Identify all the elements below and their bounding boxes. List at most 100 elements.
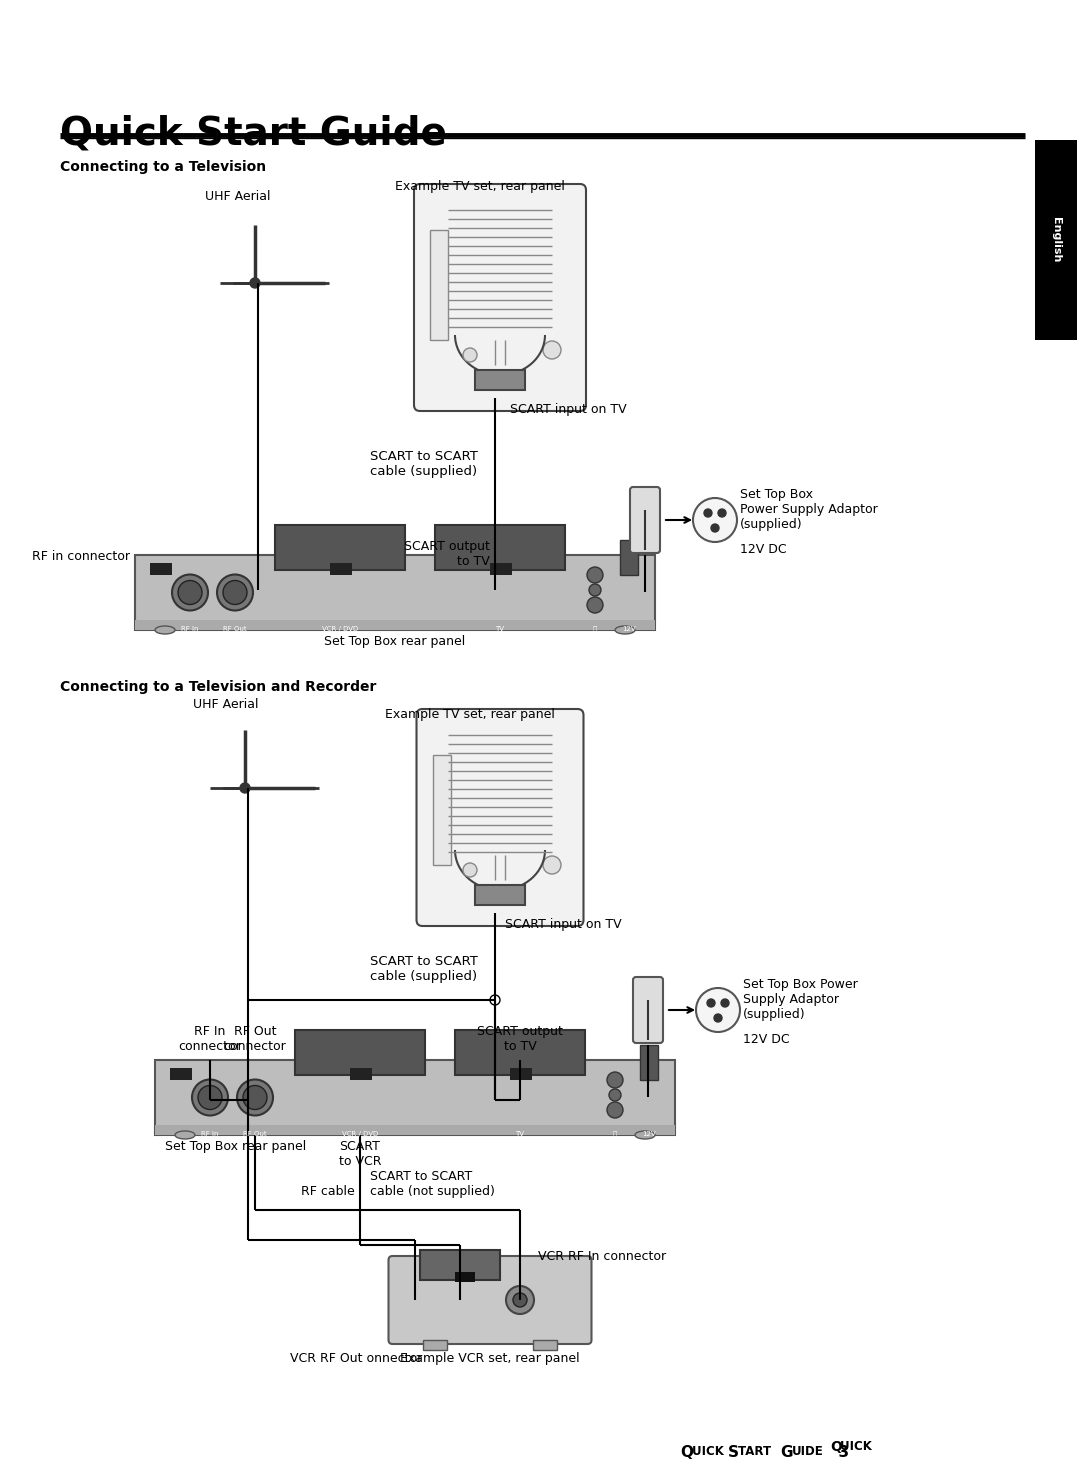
Bar	[435, 524, 565, 570]
Text: RF In: RF In	[201, 1131, 219, 1137]
Text: UIDE: UIDE	[792, 1445, 824, 1458]
Circle shape	[490, 995, 500, 1004]
Bar	[135, 555, 654, 631]
Text: Quick Start Guide: Quick Start Guide	[60, 115, 447, 154]
Circle shape	[222, 580, 247, 604]
Text: S: S	[728, 1445, 739, 1459]
Text: ⓓ: ⓓ	[612, 1130, 617, 1137]
Ellipse shape	[156, 626, 175, 634]
Circle shape	[217, 575, 253, 610]
Circle shape	[707, 998, 715, 1007]
Circle shape	[178, 580, 202, 604]
Ellipse shape	[615, 626, 635, 634]
Circle shape	[693, 498, 737, 542]
Text: SCART output
to TV: SCART output to TV	[477, 1025, 563, 1053]
Text: ⓓ: ⓓ	[593, 625, 597, 632]
Circle shape	[513, 1292, 527, 1307]
Bar	[490, 563, 512, 575]
Text: TV: TV	[515, 1131, 525, 1137]
Circle shape	[172, 575, 208, 610]
Bar	[475, 371, 525, 390]
Circle shape	[240, 783, 249, 793]
Text: RF Out: RF Out	[243, 1131, 267, 1137]
Bar	[156, 1060, 675, 1134]
Bar	[350, 1068, 372, 1080]
Text: UICK: UICK	[840, 1440, 876, 1453]
Text: SCART input on TV: SCART input on TV	[505, 919, 622, 931]
Circle shape	[589, 583, 600, 597]
Text: VCR RF Out onnector: VCR RF Out onnector	[291, 1351, 422, 1365]
Bar	[295, 1029, 426, 1075]
Circle shape	[607, 1102, 623, 1118]
Ellipse shape	[635, 1131, 654, 1139]
Text: 12V DC: 12V DC	[740, 544, 786, 555]
Bar	[170, 1068, 192, 1080]
Circle shape	[463, 349, 477, 362]
Text: RF Out: RF Out	[224, 626, 247, 632]
Circle shape	[609, 1089, 621, 1100]
Circle shape	[588, 567, 603, 583]
Text: 12V: 12V	[643, 1131, 656, 1137]
Text: VCR RF In connector: VCR RF In connector	[538, 1250, 666, 1263]
Text: 12V DC: 12V DC	[743, 1032, 789, 1046]
Text: Set Top Box Power
Supply Adaptor
(supplied): Set Top Box Power Supply Adaptor (suppli…	[743, 978, 858, 1021]
Bar	[135, 620, 654, 631]
Text: Q: Q	[680, 1445, 693, 1459]
Text: Set Top Box rear panel: Set Top Box rear panel	[324, 635, 465, 648]
Text: SCART output
to TV: SCART output to TV	[404, 541, 490, 569]
Text: UICK: UICK	[692, 1445, 728, 1458]
Circle shape	[721, 998, 729, 1007]
Circle shape	[463, 863, 477, 877]
Circle shape	[588, 597, 603, 613]
Bar	[150, 563, 172, 575]
Text: Q: Q	[831, 1440, 842, 1453]
Bar	[432, 755, 450, 866]
Text: RF in connector: RF in connector	[32, 549, 130, 563]
Text: English: English	[1051, 217, 1061, 263]
Bar	[475, 885, 525, 905]
Text: RF In
connector: RF In connector	[178, 1025, 241, 1053]
Bar	[1035, 140, 1077, 340]
Bar	[640, 1046, 658, 1080]
Ellipse shape	[175, 1131, 195, 1139]
Text: SCART
to VCR: SCART to VCR	[339, 1140, 381, 1168]
Text: SCART to SCART
cable (supplied): SCART to SCART cable (supplied)	[370, 450, 477, 479]
Circle shape	[543, 341, 561, 359]
Bar	[510, 1068, 532, 1080]
Circle shape	[543, 857, 561, 874]
Bar	[423, 1340, 447, 1350]
Circle shape	[237, 1080, 273, 1115]
Text: SCART to SCART
cable (not supplied): SCART to SCART cable (not supplied)	[370, 1170, 495, 1198]
Text: SCART input on TV: SCART input on TV	[510, 403, 626, 417]
Circle shape	[714, 1015, 723, 1022]
Text: RF In: RF In	[181, 626, 199, 632]
Circle shape	[243, 1086, 267, 1109]
Bar	[275, 524, 405, 570]
Circle shape	[711, 524, 719, 532]
Text: Connecting to a Television and Recorder: Connecting to a Television and Recorder	[60, 679, 376, 694]
FancyBboxPatch shape	[414, 185, 586, 411]
Text: Connecting to a Television: Connecting to a Television	[60, 160, 266, 174]
Bar	[156, 1125, 675, 1134]
Text: Set Top Box rear panel: Set Top Box rear panel	[165, 1140, 307, 1154]
Text: VCR / DVD: VCR / DVD	[322, 626, 359, 632]
FancyBboxPatch shape	[633, 976, 663, 1043]
Text: TV: TV	[496, 626, 504, 632]
Circle shape	[607, 1072, 623, 1089]
Text: UHF Aerial: UHF Aerial	[193, 699, 258, 710]
Circle shape	[704, 510, 712, 517]
Text: SCART to SCART
cable (supplied): SCART to SCART cable (supplied)	[370, 956, 477, 984]
Text: G: G	[780, 1445, 793, 1459]
Bar	[430, 230, 448, 340]
Circle shape	[507, 1286, 534, 1315]
Circle shape	[718, 510, 726, 517]
Text: 3: 3	[828, 1445, 849, 1459]
FancyBboxPatch shape	[389, 1255, 592, 1344]
Bar	[455, 1272, 475, 1282]
Text: VCR / DVD: VCR / DVD	[342, 1131, 378, 1137]
Bar	[534, 1340, 557, 1350]
Bar	[420, 1250, 500, 1281]
Bar	[455, 1029, 585, 1075]
Text: UHF Aerial: UHF Aerial	[205, 191, 270, 202]
Circle shape	[249, 278, 260, 288]
